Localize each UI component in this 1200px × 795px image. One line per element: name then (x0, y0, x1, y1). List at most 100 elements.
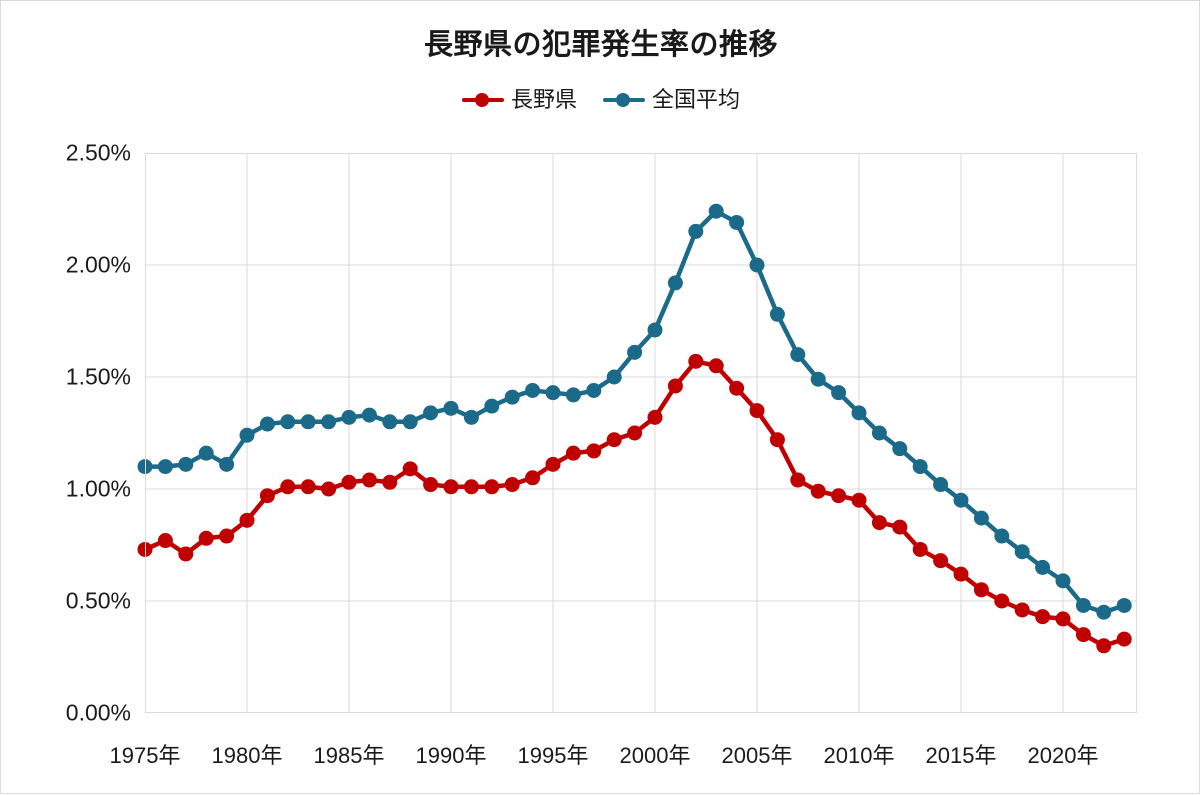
data-point[interactable] (341, 474, 357, 490)
data-point[interactable] (647, 409, 663, 425)
data-point[interactable] (525, 382, 541, 398)
data-point[interactable] (443, 400, 459, 416)
data-point[interactable] (769, 432, 785, 448)
data-point[interactable] (361, 472, 377, 488)
data-point[interactable] (953, 492, 969, 508)
data-point[interactable] (973, 510, 989, 526)
data-point[interactable] (178, 546, 194, 562)
data-point[interactable] (402, 461, 418, 477)
data-point[interactable] (606, 369, 622, 385)
data-point[interactable] (994, 528, 1010, 544)
data-point[interactable] (484, 479, 500, 495)
data-point[interactable] (259, 416, 275, 432)
legend-item-nagano[interactable]: 長野県 (461, 89, 577, 111)
data-point[interactable] (973, 582, 989, 598)
data-point[interactable] (1096, 638, 1112, 654)
data-point[interactable] (198, 445, 214, 461)
data-point[interactable] (912, 459, 928, 475)
data-point[interactable] (586, 443, 602, 459)
data-point[interactable] (933, 477, 949, 493)
data-point[interactable] (933, 553, 949, 569)
data-point[interactable] (749, 403, 765, 419)
data-point[interactable] (647, 322, 663, 338)
data-point[interactable] (688, 223, 704, 239)
data-point[interactable] (484, 398, 500, 414)
data-point[interactable] (627, 425, 643, 441)
data-point[interactable] (463, 409, 479, 425)
data-point[interactable] (667, 378, 683, 394)
data-point[interactable] (504, 477, 520, 493)
data-point[interactable] (525, 470, 541, 486)
data-point[interactable] (892, 441, 908, 457)
data-point[interactable] (1055, 611, 1071, 627)
data-point[interactable] (708, 203, 724, 219)
data-point[interactable] (810, 483, 826, 499)
data-point[interactable] (259, 488, 275, 504)
data-point[interactable] (341, 409, 357, 425)
data-point[interactable] (137, 459, 153, 475)
data-point[interactable] (300, 414, 316, 430)
data-point[interactable] (443, 479, 459, 495)
data-point[interactable] (831, 385, 847, 401)
data-point[interactable] (729, 380, 745, 396)
data-point[interactable] (565, 387, 581, 403)
data-point[interactable] (667, 275, 683, 291)
data-point[interactable] (545, 456, 561, 472)
data-point[interactable] (749, 257, 765, 273)
data-point[interactable] (790, 472, 806, 488)
data-point[interactable] (1035, 609, 1051, 625)
data-point[interactable] (586, 382, 602, 398)
data-point[interactable] (178, 456, 194, 472)
data-point[interactable] (321, 481, 337, 497)
data-point[interactable] (790, 347, 806, 363)
data-point[interactable] (1075, 627, 1091, 643)
data-point[interactable] (606, 432, 622, 448)
data-point[interactable] (1116, 597, 1132, 613)
data-point[interactable] (137, 541, 153, 557)
data-point[interactable] (565, 445, 581, 461)
data-point[interactable] (892, 519, 908, 535)
data-point[interactable] (1096, 604, 1112, 620)
data-point[interactable] (994, 593, 1010, 609)
data-point[interactable] (851, 492, 867, 508)
data-point[interactable] (545, 385, 561, 401)
data-point[interactable] (423, 477, 439, 493)
data-point[interactable] (239, 427, 255, 443)
data-point[interactable] (382, 474, 398, 490)
data-point[interactable] (300, 479, 316, 495)
legend-item-national[interactable]: 全国平均 (603, 89, 740, 111)
data-point[interactable] (402, 414, 418, 430)
data-point[interactable] (831, 488, 847, 504)
data-point[interactable] (1075, 597, 1091, 613)
data-point[interactable] (729, 214, 745, 230)
data-point[interactable] (504, 389, 520, 405)
data-point[interactable] (912, 541, 928, 557)
data-point[interactable] (219, 528, 235, 544)
data-point[interactable] (1014, 544, 1030, 560)
data-point[interactable] (871, 515, 887, 531)
data-point[interactable] (769, 306, 785, 322)
data-point[interactable] (157, 533, 173, 549)
data-point[interactable] (321, 414, 337, 430)
data-point[interactable] (280, 479, 296, 495)
data-point[interactable] (239, 512, 255, 528)
data-point[interactable] (871, 425, 887, 441)
data-point[interactable] (1055, 573, 1071, 589)
data-point[interactable] (280, 414, 296, 430)
data-point[interactable] (1035, 559, 1051, 575)
data-point[interactable] (627, 344, 643, 360)
data-point[interactable] (219, 456, 235, 472)
data-point[interactable] (810, 371, 826, 387)
data-point[interactable] (1116, 631, 1132, 647)
data-point[interactable] (688, 353, 704, 369)
data-point[interactable] (1014, 602, 1030, 618)
data-point[interactable] (708, 358, 724, 374)
data-point[interactable] (851, 405, 867, 421)
data-point[interactable] (198, 530, 214, 546)
data-point[interactable] (157, 459, 173, 475)
data-point[interactable] (953, 566, 969, 582)
data-point[interactable] (423, 405, 439, 421)
data-point[interactable] (361, 407, 377, 423)
data-point[interactable] (382, 414, 398, 430)
data-point[interactable] (463, 479, 479, 495)
